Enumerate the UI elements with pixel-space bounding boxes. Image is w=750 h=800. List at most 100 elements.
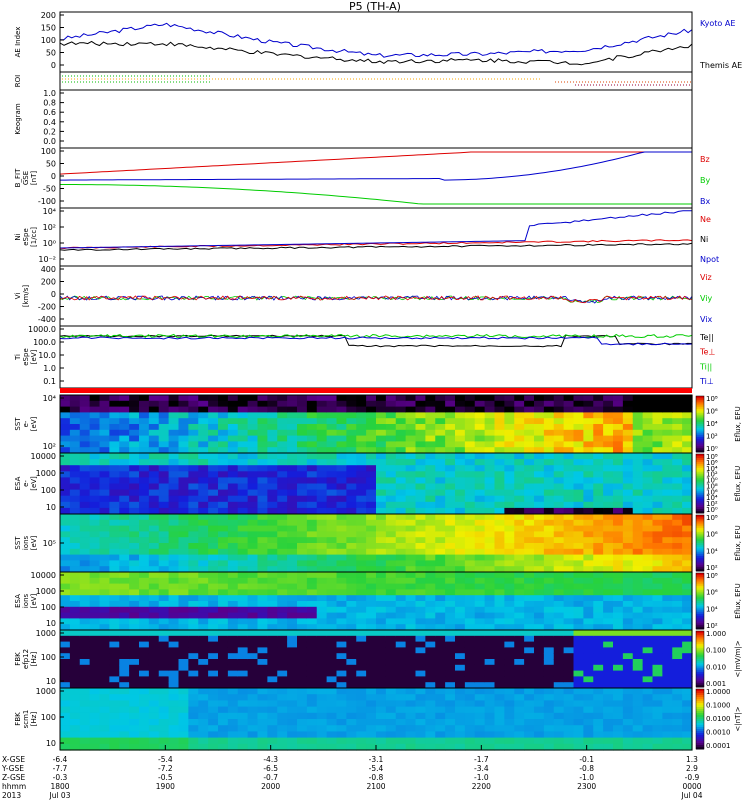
colorbar-cell — [696, 612, 704, 615]
spectrogram-cell — [573, 519, 584, 527]
spectrogram-cell — [415, 653, 426, 660]
spectrogram-cell — [346, 664, 357, 672]
spectrogram-cell — [139, 618, 150, 625]
spectrogram-cell — [237, 543, 249, 550]
spectrogram-cell — [603, 441, 614, 448]
spectrogram-cell — [139, 731, 150, 739]
spectrogram-cell — [247, 595, 259, 602]
spectrogram-cell — [504, 525, 515, 532]
spectrogram-cell — [613, 435, 624, 442]
spectrogram-cell — [662, 459, 673, 466]
spectrogram-cell — [553, 465, 565, 472]
spectrogram-cell — [435, 694, 446, 701]
spectrogram-cell — [119, 531, 130, 538]
spectrogram-cell — [60, 624, 71, 631]
spectrogram-cell — [316, 706, 328, 714]
spectrogram-cell — [652, 495, 663, 503]
spectrogram-cell — [188, 725, 199, 732]
spectrogram-cell — [109, 606, 120, 614]
spectrogram-cell — [514, 429, 525, 437]
spectrogram-cell — [277, 577, 288, 585]
spectrogram-cell — [237, 501, 249, 509]
spectrogram-cell — [346, 406, 357, 413]
spectrogram-cell — [682, 418, 693, 425]
spectrogram-cell — [534, 453, 545, 460]
spectrogram-cell — [415, 589, 426, 596]
spectrogram-cell — [524, 429, 535, 437]
spectrogram-cell — [395, 554, 407, 561]
spectrogram-cell — [366, 525, 377, 532]
spectrogram-cell — [218, 664, 229, 672]
spectrogram-cell — [455, 725, 466, 732]
spectrogram-cell — [366, 700, 377, 708]
spectrogram-cell — [593, 700, 604, 708]
spectrogram-cell — [425, 601, 436, 608]
spectrogram-cell — [139, 606, 150, 614]
spectrogram-cell — [672, 537, 683, 544]
spectrogram-cell — [119, 688, 130, 695]
spectrogram-cell — [514, 589, 525, 596]
spectrogram-cell — [89, 641, 101, 648]
spectrogram-cell — [89, 682, 101, 689]
spectrogram-cell — [99, 489, 110, 497]
spectrogram-cell — [306, 400, 318, 408]
spectrogram-cell — [474, 453, 486, 460]
colorbar-cell — [696, 503, 704, 506]
spectrogram-cell — [356, 688, 367, 695]
spectrogram-cell — [593, 647, 604, 654]
spectrogram-cell — [168, 618, 180, 625]
colorbar-cell — [696, 586, 704, 589]
spectrogram-cell — [672, 635, 683, 643]
spectrogram-cell — [395, 676, 407, 683]
colorbar-cell — [696, 425, 704, 429]
spectrogram-cell — [593, 477, 604, 485]
spectrogram-cell — [682, 653, 693, 660]
spectrogram-cell — [682, 507, 693, 515]
spectrogram-cell — [603, 424, 614, 431]
spectrogram-cell — [188, 566, 199, 573]
spectrogram-cell — [395, 737, 407, 745]
spectrogram-cell — [336, 501, 347, 509]
y-tick-label: 1.0 — [43, 89, 56, 98]
spectrogram-cell — [89, 406, 101, 413]
spectrogram-cell — [494, 719, 505, 726]
spectrogram-cell — [356, 483, 367, 491]
spectrogram-cell — [445, 459, 456, 466]
spectrogram-cell — [69, 400, 81, 408]
spectrogram-cell — [237, 531, 249, 538]
spectrogram-cell — [306, 483, 318, 491]
spectrogram-cell — [60, 548, 71, 556]
y-tick-label: 100 — [41, 486, 56, 495]
spectrogram-cell — [297, 712, 308, 720]
spectrogram-cell — [405, 412, 417, 419]
spectrogram-cell — [89, 471, 101, 478]
spectrogram-cell — [297, 453, 308, 460]
spectrogram-cell — [79, 477, 91, 485]
spectrogram-cell — [129, 519, 140, 527]
spectrogram-cell — [642, 471, 654, 478]
spectrogram-cell — [178, 737, 189, 745]
spectrogram-cell — [356, 618, 367, 625]
spectrogram-cell — [385, 400, 397, 408]
spectrogram-cell — [445, 653, 456, 660]
spectrogram-cell — [168, 531, 180, 538]
spectrogram-cell — [148, 624, 160, 631]
colorbar-cell — [696, 405, 704, 408]
spectrogram-cell — [484, 465, 496, 472]
spectrogram-cell — [603, 630, 614, 637]
spectrogram-cell — [603, 507, 614, 515]
spectrogram-cell — [395, 395, 407, 402]
spectrogram-cell — [316, 653, 328, 660]
spectrogram-cell — [148, 566, 160, 573]
spectrogram-cell — [237, 453, 249, 460]
spectrogram-cell — [435, 435, 446, 442]
colorbar-cell — [696, 437, 704, 440]
spectrogram-cell — [543, 548, 555, 556]
spectrogram-cell — [198, 647, 209, 654]
spectrogram-cell — [455, 465, 466, 472]
x-tick-label: -0.8 — [369, 773, 384, 782]
spectrogram-cell — [168, 595, 180, 602]
spectrogram-cell — [583, 572, 594, 579]
spectrogram-cell — [297, 659, 308, 666]
colorbar-cell — [696, 561, 704, 565]
